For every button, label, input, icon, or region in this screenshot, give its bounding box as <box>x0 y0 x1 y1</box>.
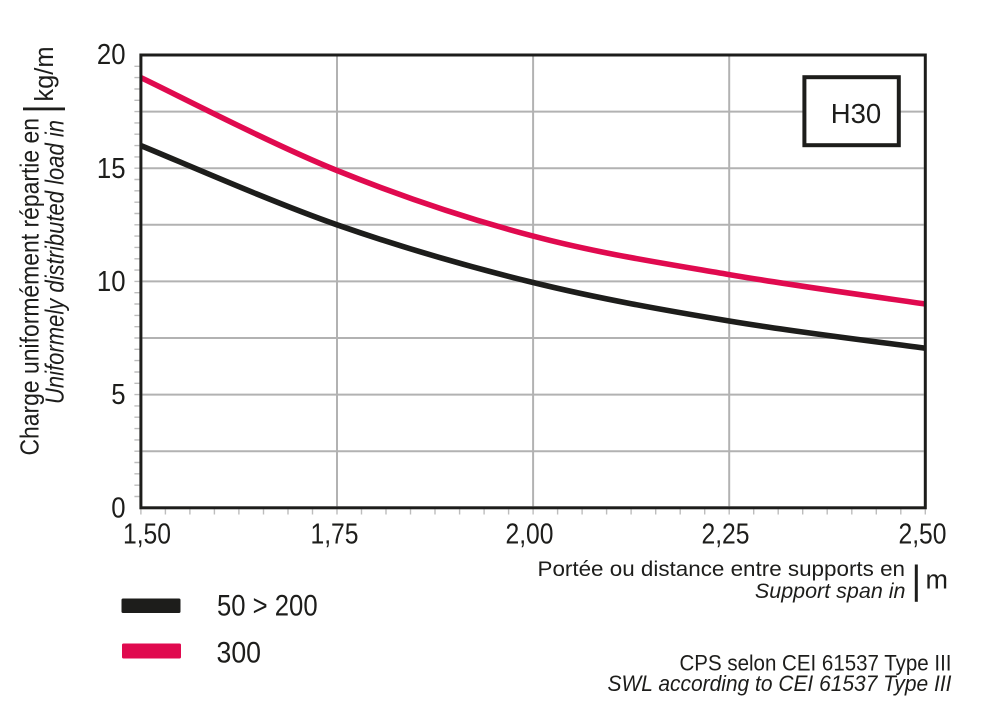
svg-text:2,25: 2,25 <box>702 519 750 551</box>
svg-text:50 > 200: 50 > 200 <box>217 590 318 623</box>
svg-text:m: m <box>926 565 949 595</box>
svg-text:2,00: 2,00 <box>506 519 554 551</box>
svg-text:Charge uniformément répartie e: Charge uniformément répartie en <box>15 118 45 456</box>
svg-text:Portée ou distance entre suppo: Portée ou distance entre supports en <box>538 557 906 581</box>
svg-text:Support span in: Support span in <box>755 579 906 603</box>
svg-text:20: 20 <box>97 39 126 71</box>
svg-text:2,50: 2,50 <box>899 519 947 551</box>
svg-text:1,50: 1,50 <box>123 519 171 551</box>
svg-text:H30: H30 <box>831 98 881 129</box>
svg-text:Uniformely distributed load in: Uniformely distributed load in <box>39 120 69 404</box>
svg-text:1,75: 1,75 <box>311 519 359 551</box>
svg-text:5: 5 <box>111 379 125 411</box>
svg-text:15: 15 <box>97 153 126 185</box>
svg-text:300: 300 <box>217 637 262 670</box>
svg-text:SWL according to CEI 61537 Typ: SWL according to CEI 61537 Type III <box>608 671 952 696</box>
svg-text:0: 0 <box>111 492 125 524</box>
svg-text:kg/m: kg/m <box>31 46 59 101</box>
svg-text:10: 10 <box>97 266 126 298</box>
svg-text:CPS selon CEI 61537 Type III: CPS selon CEI 61537 Type III <box>680 650 952 675</box>
